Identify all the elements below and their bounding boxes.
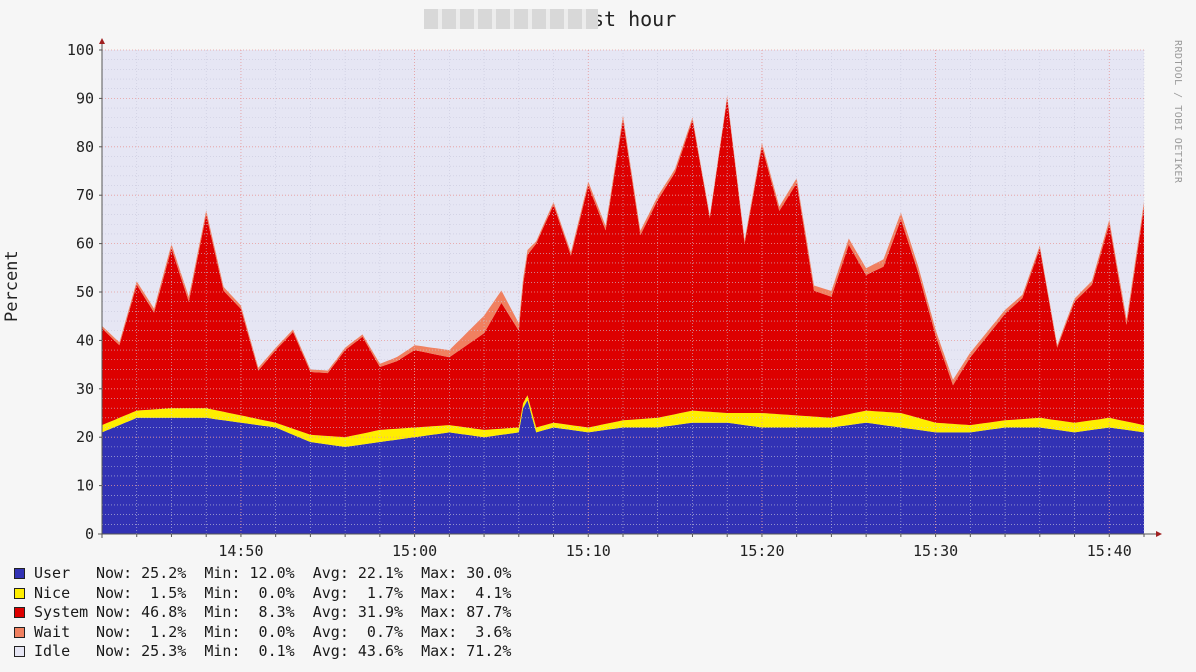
legend-row-nice: Nice Now: 1.5% Min: 0.0% Avg: 1.7% Max: 4… [14, 584, 511, 604]
legend-stats: Now: 1.2% Min: 0.0% Avg: 0.7% Max: 3.6% [96, 622, 512, 641]
y-tick-label: 10 [76, 477, 94, 495]
legend-swatch [14, 607, 25, 619]
y-tick-label: 80 [76, 138, 94, 156]
rrdtool-watermark: RRDTOOL / TOBI OETIKER [1172, 40, 1183, 184]
legend-swatch [14, 568, 25, 580]
x-tick-label: 15:40 [1087, 542, 1132, 560]
redacted-hostname [424, 9, 598, 29]
cpu-area-chart: 0 10 20 30 40 50 60 70 80 90 100 14:50 15:00 15:10 15:… [67, 38, 1162, 560]
y-tick-label: 0 [85, 525, 94, 543]
x-tick-label: 14:50 [218, 542, 263, 560]
legend-row-wait: Wait Now: 1.2% Min: 0.0% Avg: 0.7% Max: 3… [14, 623, 511, 643]
legend-row-user: User Now: 25.2% Min: 12.0% Avg: 22.1% Max… [14, 564, 511, 584]
legend: User Now: 25.2% Min: 12.0% Avg: 22.1% Max… [14, 564, 511, 662]
y-tick-label: 90 [76, 89, 94, 107]
x-tick-label: 15:30 [913, 542, 958, 560]
x-tick-label: 15:00 [392, 542, 437, 560]
legend-stats: Now: 25.2% Min: 12.0% Avg: 22.1% Max: 30… [96, 564, 512, 582]
y-tick-label: 50 [76, 283, 94, 301]
legend-swatch [14, 626, 25, 638]
legend-stats: Now: 1.5% Min: 0.0% Avg: 1.7% Max: 4.1% [96, 583, 512, 602]
series-system-area [102, 98, 1144, 438]
series-nice-area [102, 395, 1144, 447]
legend-swatch [14, 587, 25, 599]
y-tick-label: 30 [76, 380, 94, 398]
legend-swatch [14, 646, 25, 658]
y-tick-label: 70 [76, 186, 94, 204]
y-tick-label: 60 [76, 235, 94, 253]
legend-stats: Now: 25.3% Min: 0.1% Avg: 43.6% Max: 71.… [96, 642, 512, 660]
x-tick-label: 15:20 [739, 542, 784, 560]
y-tick-label: 40 [76, 331, 94, 349]
legend-row-system: System Now: 46.8% Min: 8.3% Avg: 31.9% Ma… [14, 603, 511, 623]
legend-series-name: Nice [34, 583, 71, 602]
legend-series-name: Wait [34, 622, 71, 641]
y-tick-label: 100 [67, 41, 94, 59]
x-axis-arrow [1156, 531, 1162, 537]
legend-series-name: System [34, 603, 89, 621]
legend-row-idle: Idle Now: 25.3% Min: 0.1% Avg: 43.6% Max:… [14, 642, 511, 662]
x-tick-label: 15:10 [566, 542, 611, 560]
legend-series-name: User [34, 564, 71, 582]
y-tick-label: 20 [76, 428, 94, 446]
legend-stats: Now: 46.8% Min: 8.3% Avg: 31.9% Max: 87.… [96, 603, 512, 621]
legend-series-name: Idle [34, 642, 71, 660]
y-axis-arrow [99, 38, 105, 44]
